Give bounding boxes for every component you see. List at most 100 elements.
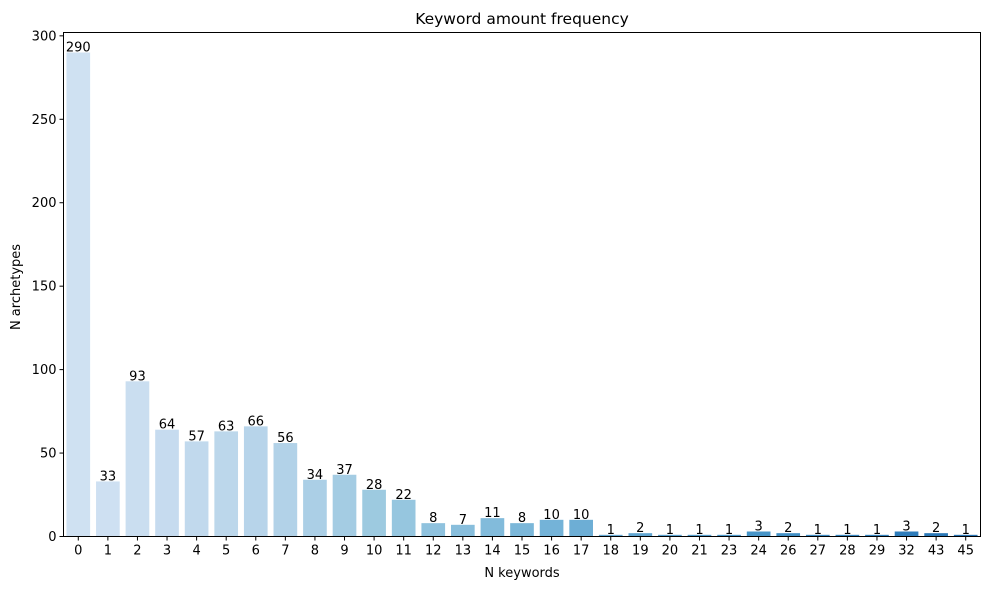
- y-tick-label-200: 200: [32, 196, 57, 211]
- x-tick-label-6: 6: [252, 544, 260, 559]
- data-label-4: 57: [188, 429, 205, 444]
- x-tick-label-9: 9: [340, 544, 348, 559]
- x-tick-label-18: 18: [602, 544, 619, 559]
- bar-7: [273, 443, 298, 537]
- bar-29: [865, 534, 889, 537]
- x-tick-label-11: 11: [395, 544, 412, 559]
- y-tick-label-300: 300: [32, 29, 57, 44]
- data-label-0: 290: [66, 41, 91, 56]
- plot-frame: [63, 32, 981, 537]
- data-label-27: 1: [814, 523, 822, 538]
- y-tick-label-0: 0: [48, 530, 56, 545]
- data-label-32: 3: [902, 519, 910, 534]
- x-axis: 0 1 2 3 4 5 6 7 8 9 10 11 12 13 14 15 16 17 18 19 20 21 23 24 26…: [74, 536, 974, 559]
- x-tick-label-16: 16: [543, 544, 560, 559]
- data-label-10: 28: [366, 478, 383, 493]
- data-label-14: 11: [484, 506, 501, 521]
- data-label-16: 10: [543, 508, 560, 523]
- x-tick-label-43: 43: [928, 544, 945, 559]
- x-tick-label-5: 5: [222, 544, 230, 559]
- data-label-3: 64: [159, 418, 176, 433]
- x-tick-label-23: 23: [721, 544, 738, 559]
- data-label-13: 7: [459, 513, 467, 528]
- bar-5: [214, 431, 239, 537]
- bar-14: [480, 518, 505, 537]
- y-tick-label-150: 150: [32, 280, 57, 295]
- bar-11: [391, 499, 416, 537]
- bar-19: [628, 533, 653, 537]
- bar-24: [746, 531, 771, 537]
- y-tick-label-250: 250: [32, 113, 57, 128]
- x-tick-label-14: 14: [484, 544, 501, 559]
- bar-21: [687, 534, 712, 537]
- bar-0: [66, 52, 91, 537]
- y-tick-label-50: 50: [40, 447, 57, 462]
- data-label-2: 93: [129, 369, 146, 384]
- bar-15: [510, 523, 534, 537]
- data-label-11: 22: [395, 488, 412, 503]
- bar-6: [243, 426, 268, 537]
- x-tick-label-1: 1: [104, 544, 112, 559]
- bar-28: [835, 534, 860, 537]
- data-label-15: 8: [518, 511, 526, 526]
- y-tick-label-100: 100: [32, 363, 57, 378]
- x-tick-label-12: 12: [425, 544, 442, 559]
- x-axis-title: N keywords: [484, 566, 560, 581]
- bar-18: [598, 534, 623, 537]
- bar-27: [805, 534, 830, 537]
- bars-group: [66, 52, 978, 537]
- data-label-26: 2: [784, 521, 792, 536]
- bar-9: [332, 474, 357, 537]
- bar-17: [569, 519, 593, 537]
- bar-26: [776, 533, 801, 537]
- bar-1: [96, 481, 120, 537]
- x-tick-label-19: 19: [632, 544, 649, 559]
- data-label-24: 3: [755, 519, 763, 534]
- bar-16: [539, 519, 564, 537]
- chart-title: Keyword amount frequency: [415, 10, 629, 28]
- data-label-7: 56: [277, 431, 294, 446]
- bar-13: [451, 524, 475, 537]
- x-tick-label-21: 21: [691, 544, 708, 559]
- x-tick-label-15: 15: [514, 544, 531, 559]
- x-tick-label-32: 32: [898, 544, 915, 559]
- x-tick-label-3: 3: [163, 544, 171, 559]
- x-tick-label-17: 17: [573, 544, 590, 559]
- data-label-43: 2: [932, 521, 940, 536]
- bar-45: [953, 534, 978, 537]
- data-label-18: 1: [607, 523, 615, 538]
- x-tick-label-24: 24: [750, 544, 767, 559]
- bar-32: [894, 531, 919, 537]
- bar-43: [924, 533, 948, 537]
- data-label-45: 1: [962, 523, 970, 538]
- x-tick-label-29: 29: [869, 544, 886, 559]
- data-label-28: 1: [843, 523, 851, 538]
- bar-4: [184, 441, 209, 537]
- y-axis-title: N archetypes: [9, 244, 24, 330]
- bar-20: [658, 534, 682, 537]
- x-tick-label-20: 20: [662, 544, 679, 559]
- data-label-29: 1: [873, 523, 881, 538]
- data-label-19: 2: [636, 521, 644, 536]
- y-axis: 0 50 100 150 200 250 300: [32, 29, 64, 545]
- x-tick-label-45: 45: [957, 544, 974, 559]
- bar-8: [303, 479, 327, 537]
- data-label-1: 33: [100, 469, 117, 484]
- bar-12: [421, 523, 446, 537]
- x-tick-label-0: 0: [74, 544, 82, 559]
- data-label-6: 66: [248, 414, 265, 429]
- bar-3: [155, 429, 179, 537]
- data-label-20: 1: [666, 523, 674, 538]
- x-tick-label-13: 13: [455, 544, 472, 559]
- x-tick-label-27: 27: [810, 544, 827, 559]
- bar-10: [362, 489, 386, 537]
- x-tick-label-26: 26: [780, 544, 797, 559]
- data-label-5: 63: [218, 419, 235, 434]
- x-tick-label-2: 2: [133, 544, 141, 559]
- bar-23: [717, 534, 741, 537]
- x-tick-label-8: 8: [311, 544, 319, 559]
- x-tick-label-28: 28: [839, 544, 856, 559]
- bar-2: [125, 381, 150, 537]
- x-tick-label-7: 7: [281, 544, 289, 559]
